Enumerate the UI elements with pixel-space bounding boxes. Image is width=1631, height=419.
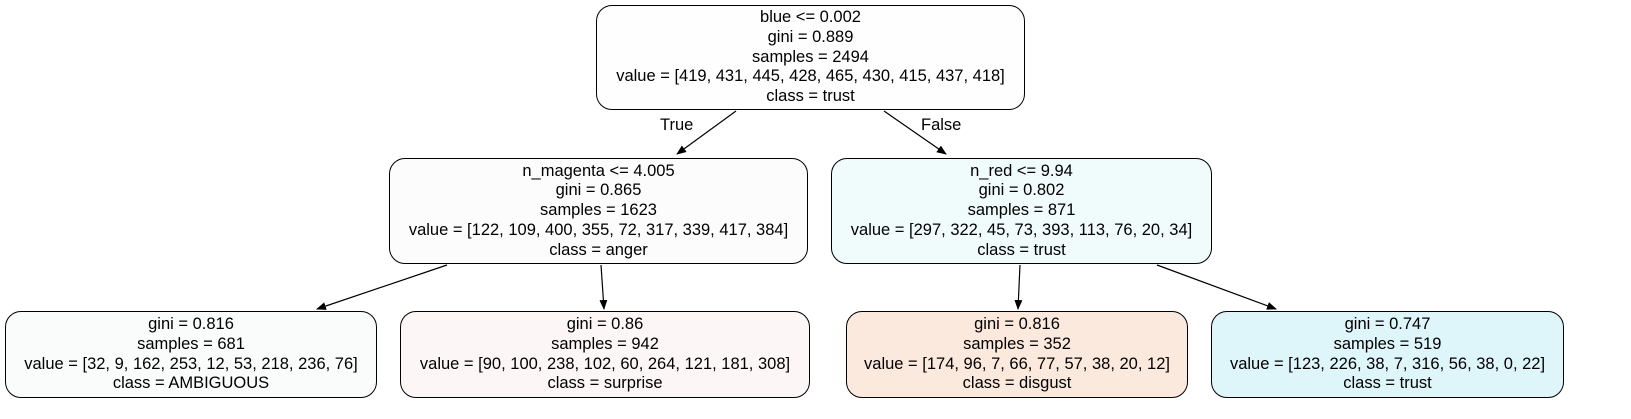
- edge-root-to-n_magenta_split: [676, 110, 737, 155]
- node-text-line: class = disgust: [962, 374, 1072, 393]
- node-text-line: n_magenta <= 4.005: [522, 161, 675, 180]
- edge-label-true: True: [660, 116, 694, 134]
- tree-node-n-red-split: n_red <= 9.94 gini = 0.802 samples = 871 va…: [831, 158, 1212, 264]
- node-text-line: samples = 352: [963, 334, 1071, 353]
- edge-n_magenta_split-to-leaf_surprise: [599, 264, 608, 310]
- node-text-line: samples = 942: [551, 334, 659, 353]
- tree-node-leaf-trust: gini = 0.747 samples = 519 value = [123, 2…: [1211, 311, 1564, 398]
- node-text-line: value = [419, 431, 445, 428, 465, 430, 4…: [616, 67, 1005, 86]
- tree-node-leaf-disgust: gini = 0.816 samples = 352 value = [174, 9…: [846, 311, 1188, 398]
- edge-root-to-n_red_split: [883, 110, 947, 155]
- tree-node-n-magenta-split: n_magenta <= 4.005 gini = 0.865 samples = …: [389, 158, 808, 264]
- node-text-line: blue <= 0.002: [760, 8, 861, 26]
- node-text-line: class = AMBIGUOUS: [112, 374, 270, 393]
- node-text-line: samples = 1623: [540, 201, 657, 220]
- node-text-line: samples = 519: [1333, 334, 1442, 353]
- node-text-line: samples = 871: [967, 201, 1076, 220]
- node-text-line: value = [174, 96, 7, 66, 77, 57, 38, 20,…: [864, 354, 1170, 373]
- node-text-line: class = trust: [977, 240, 1066, 259]
- tree-node-root: blue <= 0.002 gini = 0.889 samples = 2494 v…: [596, 5, 1025, 110]
- node-text-line: gini = 0.816: [974, 314, 1060, 333]
- node-text-line: value = [32, 9, 162, 253, 12, 53, 218, 2…: [24, 354, 358, 373]
- node-text-line: gini = 0.865: [555, 181, 642, 200]
- node-text-line: value = [297, 322, 45, 73, 393, 113, 76,…: [850, 220, 1193, 239]
- edge-n_magenta_split-to-leaf_ambiguous: [316, 264, 448, 310]
- node-text-line: value = [123, 226, 38, 7, 316, 56, 38, 0…: [1229, 354, 1546, 373]
- node-text-line: gini = 0.889: [767, 27, 854, 46]
- node-text-line: class = trust: [766, 87, 855, 106]
- node-text-line: samples = 681: [137, 334, 245, 353]
- node-text-line: class = surprise: [547, 374, 663, 393]
- node-text-line: samples = 2494: [752, 47, 869, 66]
- edge-n_red_split-to-leaf_trust: [1156, 264, 1277, 310]
- node-text-line: gini = 0.802: [978, 181, 1065, 200]
- node-text-line: gini = 0.816: [148, 314, 234, 333]
- edge-n_red_split-to-leaf_disgust: [1014, 264, 1023, 310]
- node-text-line: gini = 0.747: [1344, 314, 1431, 333]
- node-text-line: gini = 0.86: [566, 314, 644, 333]
- node-text-line: value = [90, 100, 238, 102, 60, 264, 121…: [419, 354, 791, 373]
- tree-node-leaf-ambiguous: gini = 0.816 samples = 681 value = [32, 9,…: [5, 311, 377, 398]
- node-text-line: value = [122, 109, 400, 355, 72, 317, 33…: [408, 220, 789, 239]
- edge-label-false: False: [921, 116, 962, 134]
- node-text-line: n_red <= 9.94: [970, 161, 1073, 180]
- node-text-line: class = trust: [1343, 374, 1432, 393]
- tree-node-leaf-surprise: gini = 0.86 samples = 942 value = [90, 100…: [400, 311, 810, 398]
- node-text-line: class = anger: [549, 240, 648, 259]
